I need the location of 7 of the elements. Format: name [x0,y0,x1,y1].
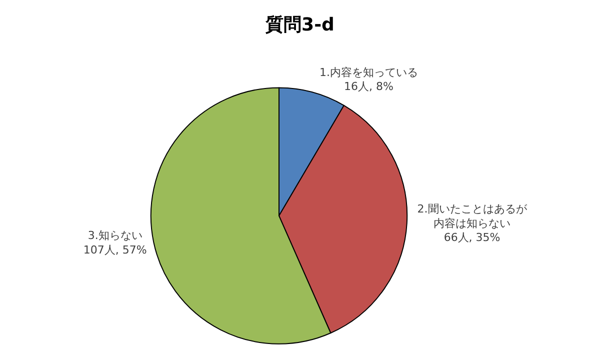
data-label: 107人, 57% [83,243,147,256]
data-label: 16人, 8% [344,80,394,94]
slice-label: 3.知らない [88,229,142,242]
data-label: 66人, 35% [444,231,500,244]
slice-label: 2.聞いたことはあるが内容は知らない [417,202,528,230]
chart-title: 質問3-d [264,14,334,36]
slice-label: 1.内容を知っている [319,66,418,79]
